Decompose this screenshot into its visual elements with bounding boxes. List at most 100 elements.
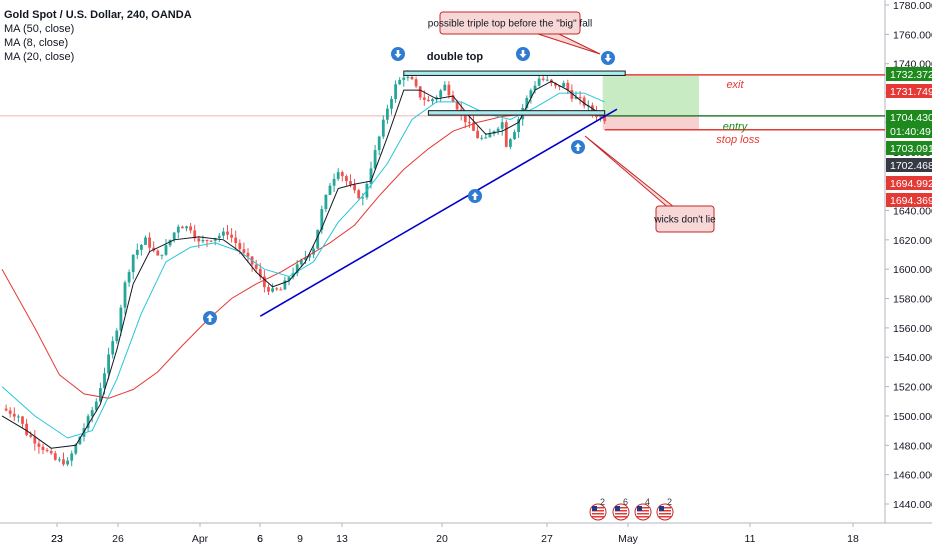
x-tick-label: 23 (51, 533, 63, 545)
candle-body (213, 238, 217, 241)
flag-canton (637, 506, 642, 511)
candle-body (509, 139, 512, 147)
economic-events[interactable]: 2 6 4 2 (589, 497, 674, 521)
arrow-down-icon-arrow (604, 54, 612, 62)
candle-body (275, 288, 279, 290)
price-label: 1731.749 (886, 84, 932, 98)
us-flag-icon[interactable]: 6 (612, 497, 630, 521)
candle-body (131, 254, 135, 273)
event-count: 2 (600, 497, 605, 507)
candle-body (90, 410, 94, 417)
candle-body (140, 244, 143, 250)
price-label-bg (886, 124, 932, 138)
event-count: 4 (645, 497, 650, 507)
candle-body (111, 341, 115, 355)
legend-ma20: MA (20, close) (4, 51, 75, 63)
flag-stripe (659, 513, 671, 515)
candle-body (160, 254, 164, 256)
candle-body (340, 172, 344, 177)
price-label: 1732.372 (886, 67, 932, 81)
candle-body (238, 243, 242, 250)
candle-body (414, 79, 418, 87)
price-label: 1694.369 (886, 193, 932, 207)
price-label-bg (886, 158, 932, 172)
price-label-bg (886, 110, 932, 124)
candle-body (488, 133, 492, 138)
x-tick-label: 13 (336, 533, 348, 545)
candle-body (582, 97, 586, 106)
flag-stripe (659, 510, 671, 512)
flag-stripe (592, 510, 604, 512)
wicks-callout[interactable]: wicks don't lie (584, 135, 716, 233)
x-tick-label: 18 (847, 533, 859, 545)
arrow-down-icon-arrow (519, 50, 527, 58)
y-tick-label: 1760.000 (893, 29, 932, 41)
y-tick-label: 1580.000 (893, 294, 932, 306)
candle-body (185, 226, 188, 229)
candle-body (476, 130, 479, 139)
trendline[interactable] (259, 108, 618, 317)
profit-zone (602, 75, 699, 116)
candle-body (291, 273, 295, 278)
price-label: 01:40:49 (886, 124, 932, 138)
candle-body (394, 84, 397, 99)
candle-body (295, 264, 299, 274)
flag-stripe (592, 507, 604, 509)
candle-body (164, 245, 168, 255)
flag-stripe (637, 510, 649, 512)
x-tick-label: 27 (541, 533, 553, 545)
candle-body (484, 137, 488, 139)
candle-body (324, 194, 328, 210)
candle-body (406, 76, 410, 78)
candle-body (357, 190, 361, 199)
candle-body (197, 238, 201, 242)
candle-body (308, 254, 311, 258)
candle-body (103, 373, 106, 389)
us-flag-icon[interactable]: 2 (656, 497, 674, 521)
candle-body (94, 401, 98, 411)
triple-top-callout-text: possible triple top before the "big" fal… (428, 19, 592, 30)
us-flag-icon[interactable]: 2 (589, 497, 607, 521)
us-flag-icon[interactable]: 4 (634, 497, 652, 521)
candle-body (135, 249, 139, 255)
triple-top-callout-box (439, 11, 581, 35)
candle-body (107, 354, 110, 374)
candle-body (70, 453, 74, 461)
ma20-line (1, 92, 605, 439)
price-label: 1702.468 (886, 158, 932, 172)
candle-body (189, 226, 192, 231)
wicks-callout-text: wicks don't lie (653, 215, 716, 226)
candle-body (386, 108, 389, 120)
support-zone[interactable] (427, 110, 606, 116)
triple-top-callout[interactable]: possible triple top before the "big" fal… (428, 11, 601, 55)
candle-body (422, 97, 426, 100)
candle-body (123, 282, 127, 308)
flag-stripe (615, 516, 627, 518)
candle-body (349, 181, 352, 185)
candle-body (554, 82, 557, 86)
candle-body (45, 450, 49, 452)
candle-body (119, 307, 123, 331)
candle-body (226, 231, 229, 235)
price-label-bg (886, 67, 932, 81)
candle-body (398, 79, 402, 85)
candle-body (263, 276, 266, 288)
candle-body (21, 416, 24, 424)
candle-body (545, 79, 549, 81)
price-label-text: 1703.091 (890, 143, 932, 155)
event-count: 6 (623, 497, 628, 507)
candle-body (513, 132, 516, 140)
candle-body (271, 288, 274, 292)
y-tick-label: 1500.000 (893, 411, 932, 423)
candle-body (373, 150, 377, 169)
candle-body (127, 272, 131, 283)
arrow-up-icon-arrow (471, 192, 479, 200)
candle-body (144, 237, 147, 245)
resistance-zone[interactable] (403, 70, 626, 76)
candle-body (500, 122, 504, 129)
candle-body (533, 85, 537, 91)
flag-stripe (615, 507, 627, 509)
x-tick-label: 23 (51, 533, 63, 545)
